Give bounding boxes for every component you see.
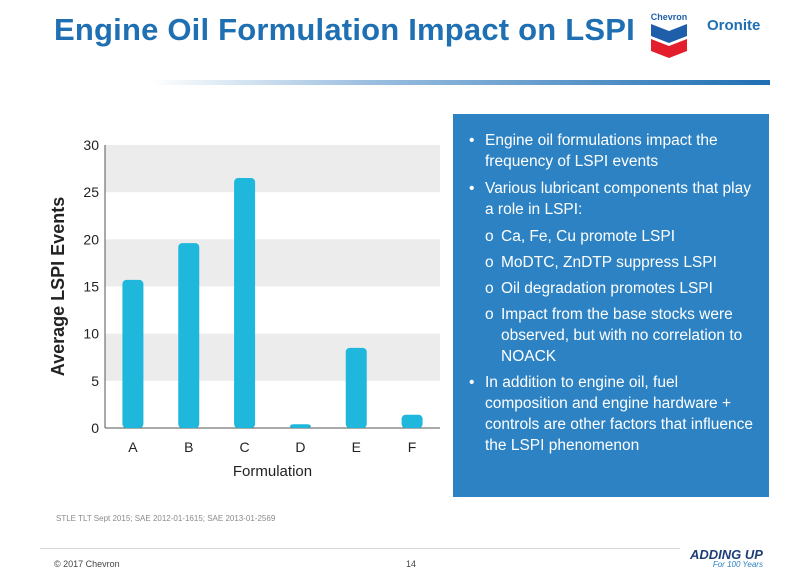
bullet-item: Various lubricant components that play a… bbox=[467, 178, 753, 220]
bar-b bbox=[178, 243, 200, 428]
grid-band bbox=[105, 333, 440, 381]
x-tick-label: A bbox=[128, 439, 138, 455]
grid-band bbox=[105, 145, 440, 193]
x-tick-label: C bbox=[240, 439, 250, 455]
y-tick-label: 15 bbox=[83, 279, 99, 295]
x-axis-label: Formulation bbox=[233, 463, 312, 480]
chevron-logo-text: Chevron bbox=[650, 12, 688, 22]
oronite-label: Oronite bbox=[707, 17, 761, 34]
bar-d bbox=[289, 424, 311, 428]
footer-divider bbox=[40, 548, 680, 549]
bar-a bbox=[122, 279, 144, 428]
bullet-item: In addition to engine oil, fuel composit… bbox=[467, 372, 753, 456]
x-tick-label: E bbox=[352, 439, 361, 455]
bullet-list: Engine oil formulations impact the frequ… bbox=[467, 130, 753, 456]
adding-up-sub: For 100 Years bbox=[712, 560, 763, 569]
adding-up-logo: ADDING UP For 100 Years bbox=[690, 547, 763, 569]
x-tick-label: F bbox=[408, 439, 417, 455]
y-tick-label: 10 bbox=[83, 326, 99, 342]
sub-bullet-item: Impact from the base stocks were observe… bbox=[467, 304, 753, 367]
header-rule bbox=[150, 80, 770, 85]
copyright-text: © 2017 Chevron bbox=[54, 559, 120, 569]
y-tick-label: 25 bbox=[83, 184, 99, 200]
bullet-panel: Engine oil formulations impact the frequ… bbox=[453, 114, 769, 497]
lspi-bar-chart: 0 5 10 15 20 25 30 A B C D E F Formulation Average LSP… bbox=[40, 120, 450, 490]
y-tick-label: 5 bbox=[91, 373, 99, 389]
bar-e bbox=[345, 347, 367, 428]
sub-bullet-item: Oil degradation promotes LSPI bbox=[467, 278, 753, 299]
bar-f bbox=[401, 414, 423, 428]
y-tick-label: 20 bbox=[83, 231, 99, 247]
y-tick-label: 0 bbox=[91, 420, 99, 436]
chart-svg: 0 5 10 15 20 25 30 A B C D E F Formulation Average LSP… bbox=[48, 137, 440, 480]
bar-c bbox=[234, 178, 256, 428]
x-tick-label: D bbox=[295, 439, 305, 455]
grid-band bbox=[105, 239, 440, 287]
sub-bullet-item: MoDTC, ZnDTP suppress LSPI bbox=[467, 252, 753, 273]
chevron-logo: Chevron bbox=[647, 12, 691, 63]
bullet-item: Engine oil formulations impact the frequ… bbox=[467, 130, 753, 172]
source-citation: STLE TLT Sept 2015; SAE 2012-01-1615; SA… bbox=[56, 514, 276, 523]
y-tick-label: 30 bbox=[83, 137, 99, 153]
adding-up-main: ADDING UP bbox=[690, 547, 763, 562]
x-tick-label: B bbox=[184, 439, 193, 455]
y-axis-label: Average LSPI Events bbox=[48, 197, 68, 376]
sub-bullet-item: Ca, Fe, Cu promote LSPI bbox=[467, 226, 753, 247]
slide-title: Engine Oil Formulation Impact on LSPI bbox=[54, 12, 635, 47]
chevron-hallmark-icon bbox=[651, 24, 687, 58]
page-number: 14 bbox=[406, 559, 417, 569]
